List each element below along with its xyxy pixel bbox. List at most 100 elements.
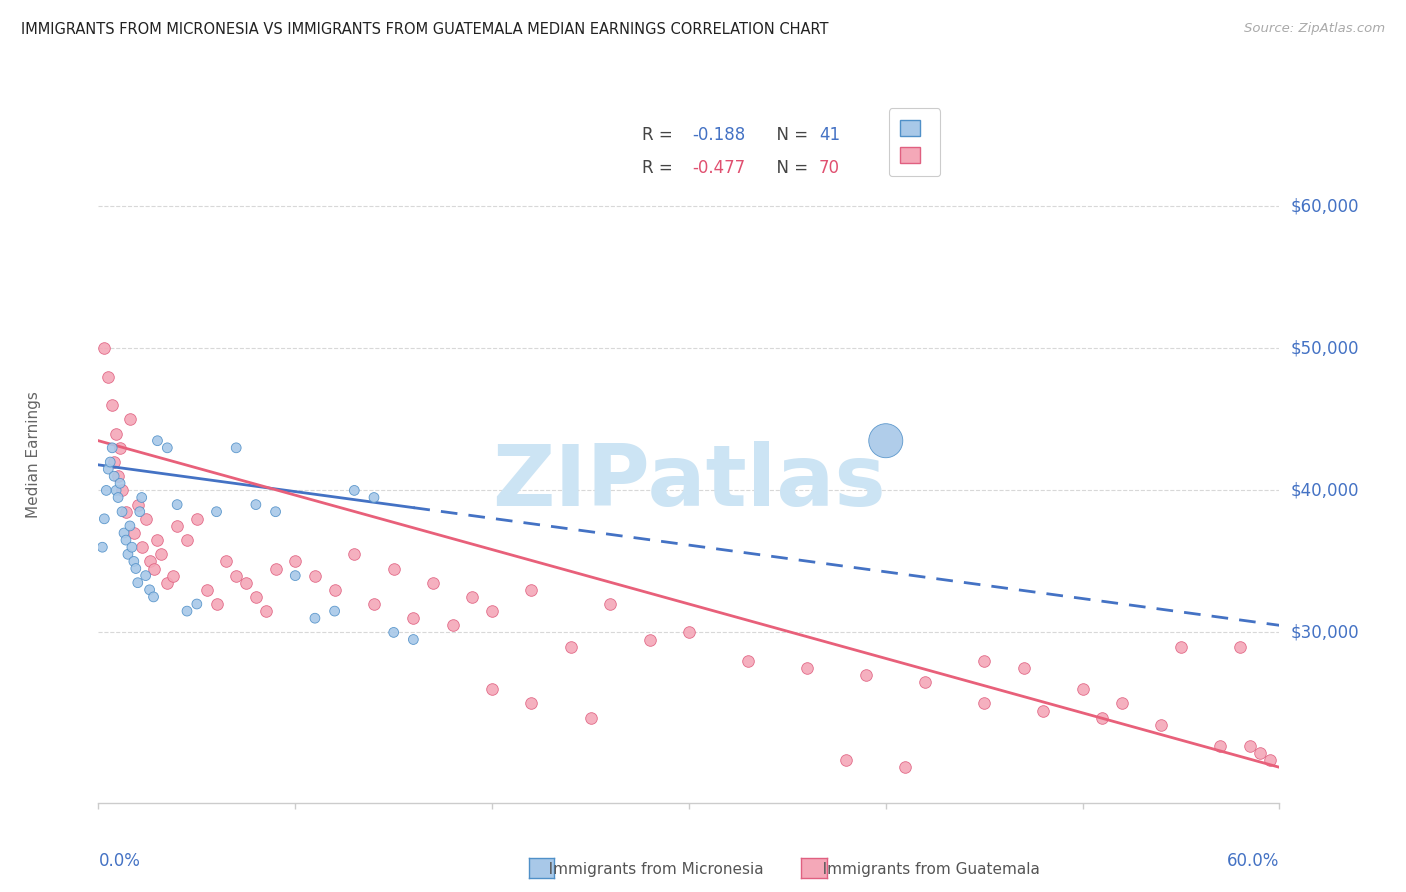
Point <box>97 462 120 476</box>
Point <box>97 369 120 384</box>
Point <box>131 540 153 554</box>
Text: 60.0%: 60.0% <box>1227 852 1279 870</box>
Point <box>122 554 145 568</box>
Point <box>111 505 134 519</box>
Point <box>135 568 157 582</box>
Point <box>520 697 543 711</box>
Point <box>520 582 543 597</box>
Point <box>101 398 124 412</box>
Point <box>254 604 277 618</box>
Point <box>560 640 582 654</box>
Point <box>111 483 134 498</box>
Point <box>323 604 346 618</box>
Point <box>166 498 188 512</box>
Text: Immigrants from Micronesia: Immigrants from Micronesia <box>534 863 763 877</box>
Text: $60,000: $60,000 <box>1291 197 1360 216</box>
Point <box>304 611 326 625</box>
Point <box>264 505 287 519</box>
Point <box>156 441 179 455</box>
Point <box>91 540 114 554</box>
Point <box>105 426 128 441</box>
Point <box>402 632 425 647</box>
Point <box>150 547 173 561</box>
Point <box>127 575 149 590</box>
Point <box>131 491 153 505</box>
Point <box>112 526 135 541</box>
Point <box>402 611 425 625</box>
Point <box>103 469 125 483</box>
Point <box>93 342 115 356</box>
Point <box>1012 661 1035 675</box>
Point <box>481 604 503 618</box>
Point <box>118 412 141 426</box>
Text: N =: N = <box>766 160 813 178</box>
Point <box>146 434 169 448</box>
Text: Median Earnings: Median Earnings <box>25 392 41 518</box>
Point <box>1032 704 1054 718</box>
Point <box>122 526 145 541</box>
Point <box>363 597 385 611</box>
Text: 70: 70 <box>818 160 839 178</box>
Point <box>215 554 238 568</box>
Point <box>108 441 131 455</box>
Text: Source: ZipAtlas.com: Source: ZipAtlas.com <box>1244 22 1385 36</box>
Point <box>98 455 121 469</box>
Point <box>1091 710 1114 724</box>
Text: R =: R = <box>641 160 678 178</box>
Point <box>382 561 405 575</box>
Point <box>156 575 179 590</box>
Point <box>176 604 198 618</box>
Point <box>105 483 128 498</box>
Point <box>101 441 124 455</box>
Point <box>225 568 247 582</box>
Point <box>117 547 139 561</box>
Point <box>855 668 877 682</box>
Point <box>135 512 157 526</box>
Point <box>138 554 160 568</box>
Point <box>205 505 228 519</box>
Point <box>115 533 138 548</box>
Point <box>343 483 366 498</box>
Point <box>1249 746 1271 760</box>
Point <box>1209 739 1232 753</box>
Point <box>225 441 247 455</box>
Point <box>245 590 267 604</box>
Point <box>107 469 129 483</box>
Point <box>343 547 366 561</box>
Point <box>304 568 326 582</box>
Point <box>142 590 165 604</box>
Point <box>96 483 118 498</box>
Point <box>579 710 602 724</box>
Point <box>205 597 228 611</box>
Point <box>1111 697 1133 711</box>
Point <box>142 561 165 575</box>
Point <box>107 491 129 505</box>
Point <box>796 661 818 675</box>
Point <box>737 654 759 668</box>
Point <box>1170 640 1192 654</box>
Point <box>323 582 346 597</box>
Point <box>162 568 184 582</box>
Legend: , : , <box>889 109 941 176</box>
Point <box>166 519 188 533</box>
Point <box>93 512 115 526</box>
Point <box>422 575 444 590</box>
Text: R =: R = <box>641 126 678 144</box>
Point <box>382 625 405 640</box>
Point <box>1239 739 1261 753</box>
Text: Immigrants from Guatemala: Immigrants from Guatemala <box>808 863 1040 877</box>
Point <box>125 561 148 575</box>
Point <box>1150 717 1173 731</box>
Point <box>127 498 149 512</box>
Text: $30,000: $30,000 <box>1291 624 1360 641</box>
Point <box>284 554 307 568</box>
Point <box>1229 640 1251 654</box>
Point <box>128 505 150 519</box>
Point <box>284 568 307 582</box>
Point <box>138 582 160 597</box>
Point <box>1071 682 1094 697</box>
Point <box>103 455 125 469</box>
Point <box>638 632 661 647</box>
Point <box>678 625 700 640</box>
Point <box>195 582 218 597</box>
